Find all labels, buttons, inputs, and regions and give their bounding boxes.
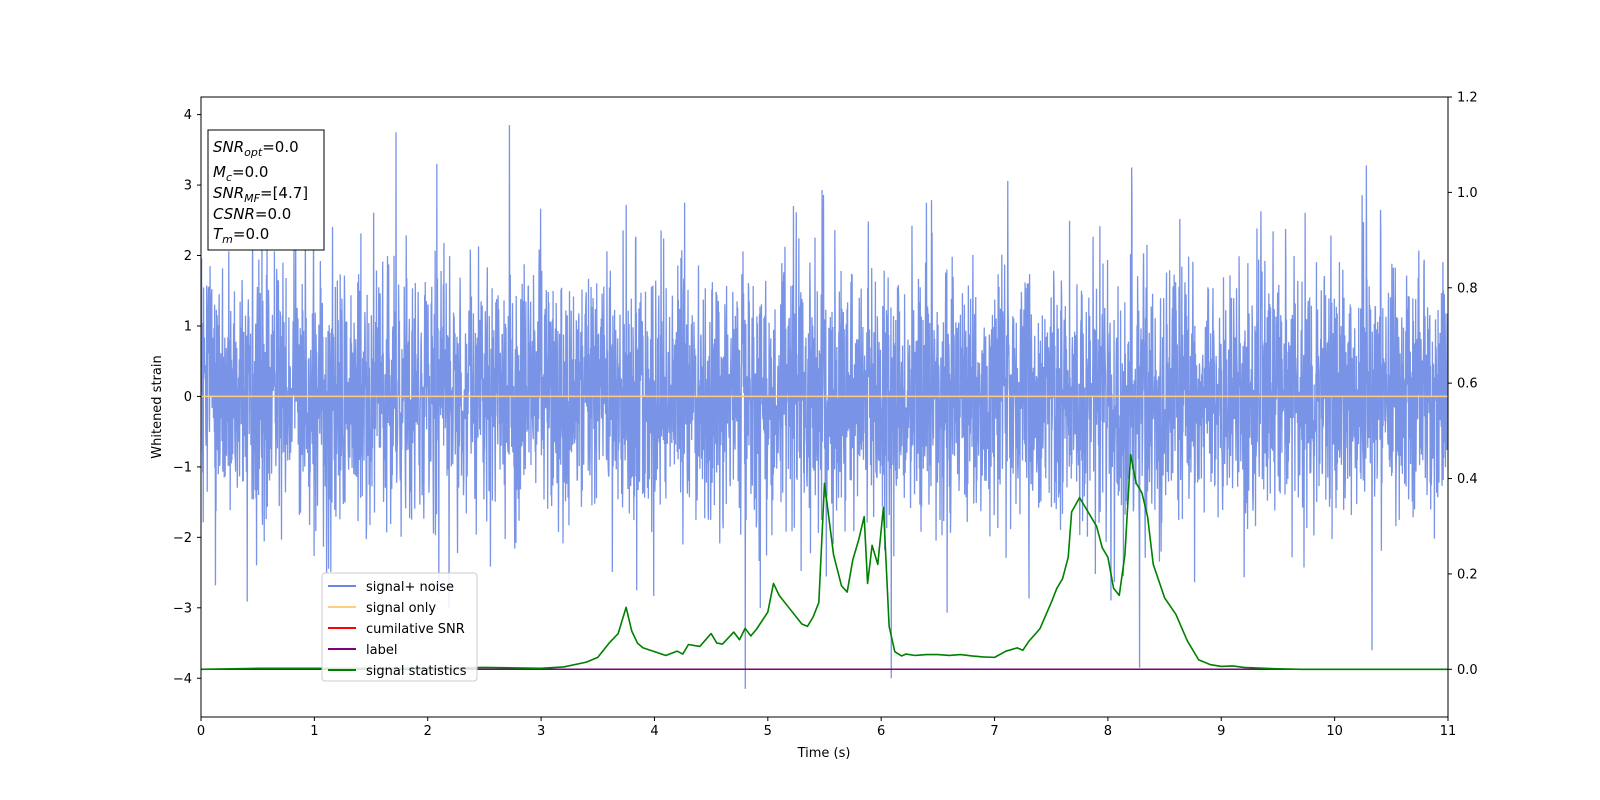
x-tick-label: 3 <box>537 724 545 739</box>
info-box-frame <box>207 129 325 251</box>
plot-frame <box>200 96 1449 718</box>
legend: signal+ noise signal only cumilative SNR… <box>321 572 478 682</box>
y-tick-label: 4 <box>184 108 192 123</box>
legend-label-label: label <box>366 643 397 658</box>
y2-tick-label: 0.0 <box>1457 663 1478 678</box>
legend-label-signal-statistics: signal statistics <box>366 664 467 679</box>
info-box: SNRopt=0.0 Mc=0.0 SNRMF=[4.7] CSNR=0.0 T… <box>207 129 325 251</box>
info-mc: Mc=0.0 <box>213 163 268 184</box>
x-axis: 0 1 2 3 4 5 6 7 8 9 10 11 <box>197 717 1456 739</box>
y2-tick-label: 0.2 <box>1457 567 1478 582</box>
y-tick-label: 3 <box>184 179 192 194</box>
x-tick-label: 0 <box>197 724 205 739</box>
info-snr-mf: SNRMF=[4.7] <box>213 184 308 205</box>
legend-frame <box>321 572 478 682</box>
y2-tick-label: 1.2 <box>1457 91 1478 106</box>
info-tm: Tm=0.0 <box>213 225 269 246</box>
y2-tick-label: 0.4 <box>1457 472 1478 487</box>
x-tick-label: 4 <box>650 724 658 739</box>
x-tick-label: 7 <box>990 724 998 739</box>
y-tick-label: 2 <box>184 249 192 264</box>
x-tick-label: 1 <box>310 724 318 739</box>
legend-label-signal-only: signal only <box>366 601 436 616</box>
y-axis-label: Whitened strain <box>150 355 165 458</box>
y-axis-left: −4 −3 −2 −1 0 1 2 3 4 <box>173 108 201 687</box>
x-tick-label: 2 <box>424 724 432 739</box>
y-tick-label: −2 <box>173 531 192 546</box>
x-tick-label: 8 <box>1104 724 1112 739</box>
x-axis-label: Time (s) <box>797 746 851 761</box>
x-tick-label: 11 <box>1440 724 1457 739</box>
y-tick-label: 0 <box>184 390 192 405</box>
x-tick-label: 6 <box>877 724 885 739</box>
series-signal-statistics <box>201 453 1448 671</box>
x-tick-label: 5 <box>764 724 772 739</box>
y-tick-label: −1 <box>173 460 192 475</box>
y2-tick-label: 0.8 <box>1457 281 1478 296</box>
y2-tick-label: 0.6 <box>1457 377 1478 392</box>
x-tick-label: 9 <box>1217 724 1225 739</box>
info-csnr: CSNR=0.0 <box>213 205 291 223</box>
series-signal-noise <box>201 125 1448 689</box>
y-tick-label: 1 <box>184 319 192 334</box>
x-tick-label: 10 <box>1326 724 1343 739</box>
y-tick-label: −4 <box>173 672 192 687</box>
legend-label-cumulative-snr: cumilative SNR <box>366 622 465 637</box>
legend-label-signal-noise: signal+ noise <box>366 580 454 595</box>
y-axis-right: 0.0 0.2 0.4 0.6 0.8 1.0 1.2 <box>1448 91 1478 678</box>
info-snr-opt: SNRopt=0.0 <box>213 138 299 159</box>
y2-tick-label: 1.0 <box>1457 186 1478 201</box>
y-tick-label: −3 <box>173 601 192 616</box>
